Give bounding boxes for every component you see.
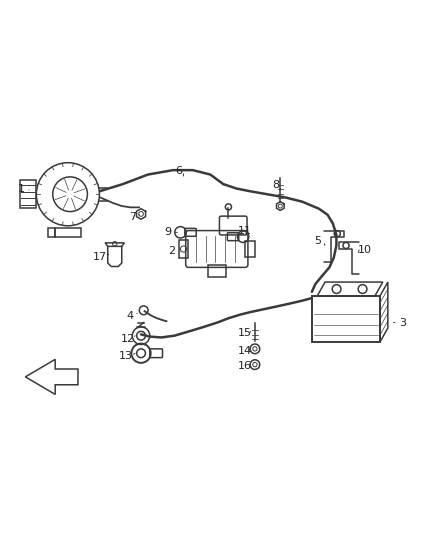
Text: 3: 3 [399, 318, 406, 328]
Text: 15: 15 [237, 328, 251, 338]
Text: 8: 8 [272, 181, 279, 190]
Text: 13: 13 [119, 351, 133, 361]
Text: 16: 16 [237, 361, 251, 372]
Text: 10: 10 [357, 245, 371, 255]
Text: 12: 12 [121, 334, 135, 344]
Text: 17: 17 [93, 252, 107, 262]
Bar [20, 180, 36, 208]
Text: 6: 6 [175, 166, 182, 176]
Bar [245, 241, 255, 257]
Bar [55, 228, 81, 237]
Bar [208, 265, 226, 277]
Text: 4: 4 [126, 311, 133, 320]
Text: 7: 7 [129, 213, 136, 222]
Text: 14: 14 [237, 345, 251, 356]
Text: 5: 5 [314, 236, 321, 246]
Bar [312, 296, 380, 342]
Text: 1: 1 [18, 183, 25, 193]
Bar [179, 240, 188, 258]
Text: 11: 11 [237, 225, 251, 236]
Text: 2: 2 [169, 246, 176, 256]
Text: 9: 9 [164, 228, 171, 237]
